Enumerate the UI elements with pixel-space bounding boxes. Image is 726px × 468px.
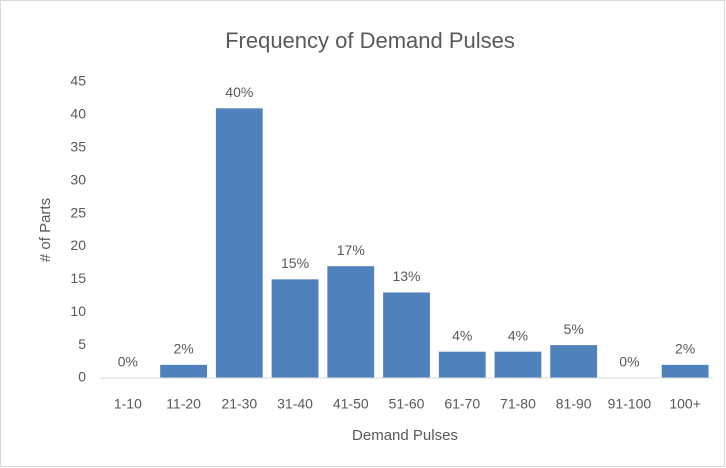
y-tick-label: 25: [70, 204, 86, 220]
bar: [215, 108, 263, 379]
x-tick-label: 91-100: [608, 396, 652, 412]
y-tick-label: 10: [70, 303, 86, 319]
data-label: 13%: [392, 268, 420, 284]
data-label: 15%: [281, 255, 309, 271]
x-tick-label: 41-50: [333, 396, 369, 412]
data-label: 2%: [675, 341, 695, 357]
x-tick-label: 31-40: [277, 396, 313, 412]
y-tick-label: 0: [78, 369, 86, 385]
data-label: 17%: [337, 242, 365, 258]
x-tick-label: 71-80: [500, 396, 536, 412]
data-label: 0%: [118, 354, 138, 370]
x-tick-label: 51-60: [389, 396, 425, 412]
bar: [160, 364, 207, 378]
data-label: 40%: [225, 84, 253, 100]
bar: [438, 351, 486, 378]
y-tick-label: 20: [70, 237, 86, 253]
bar: [550, 345, 598, 378]
y-tick-label: 35: [70, 138, 86, 154]
y-tick-label: 45: [70, 73, 86, 89]
x-tick-label: 11-20: [166, 396, 201, 412]
x-tick-label: 21-30: [221, 396, 257, 412]
y-axis-title: # of Parts: [37, 198, 54, 262]
bar: [327, 266, 375, 378]
x-tick-label: 1-10: [114, 396, 142, 412]
data-label: 0%: [619, 354, 639, 370]
y-tick-label: 5: [78, 336, 86, 352]
y-tick-label: 40: [70, 106, 86, 122]
x-tick-label: 81-90: [556, 396, 592, 412]
y-tick-label: 30: [70, 171, 86, 187]
data-label: 4%: [508, 327, 528, 343]
x-tick-label: 100+: [669, 396, 701, 412]
bar: [383, 292, 430, 378]
x-axis-title: Demand Pulses: [352, 427, 458, 444]
x-tick-label: 61-70: [444, 396, 480, 412]
chart-title: Frequency of Demand Pulses: [225, 28, 515, 53]
data-label: 4%: [452, 327, 472, 343]
bar: [661, 364, 709, 378]
y-tick-label: 15: [70, 270, 86, 286]
bar: [494, 351, 542, 378]
data-label: 5%: [564, 321, 584, 337]
data-label: 2%: [173, 341, 193, 357]
bar: [271, 279, 319, 378]
